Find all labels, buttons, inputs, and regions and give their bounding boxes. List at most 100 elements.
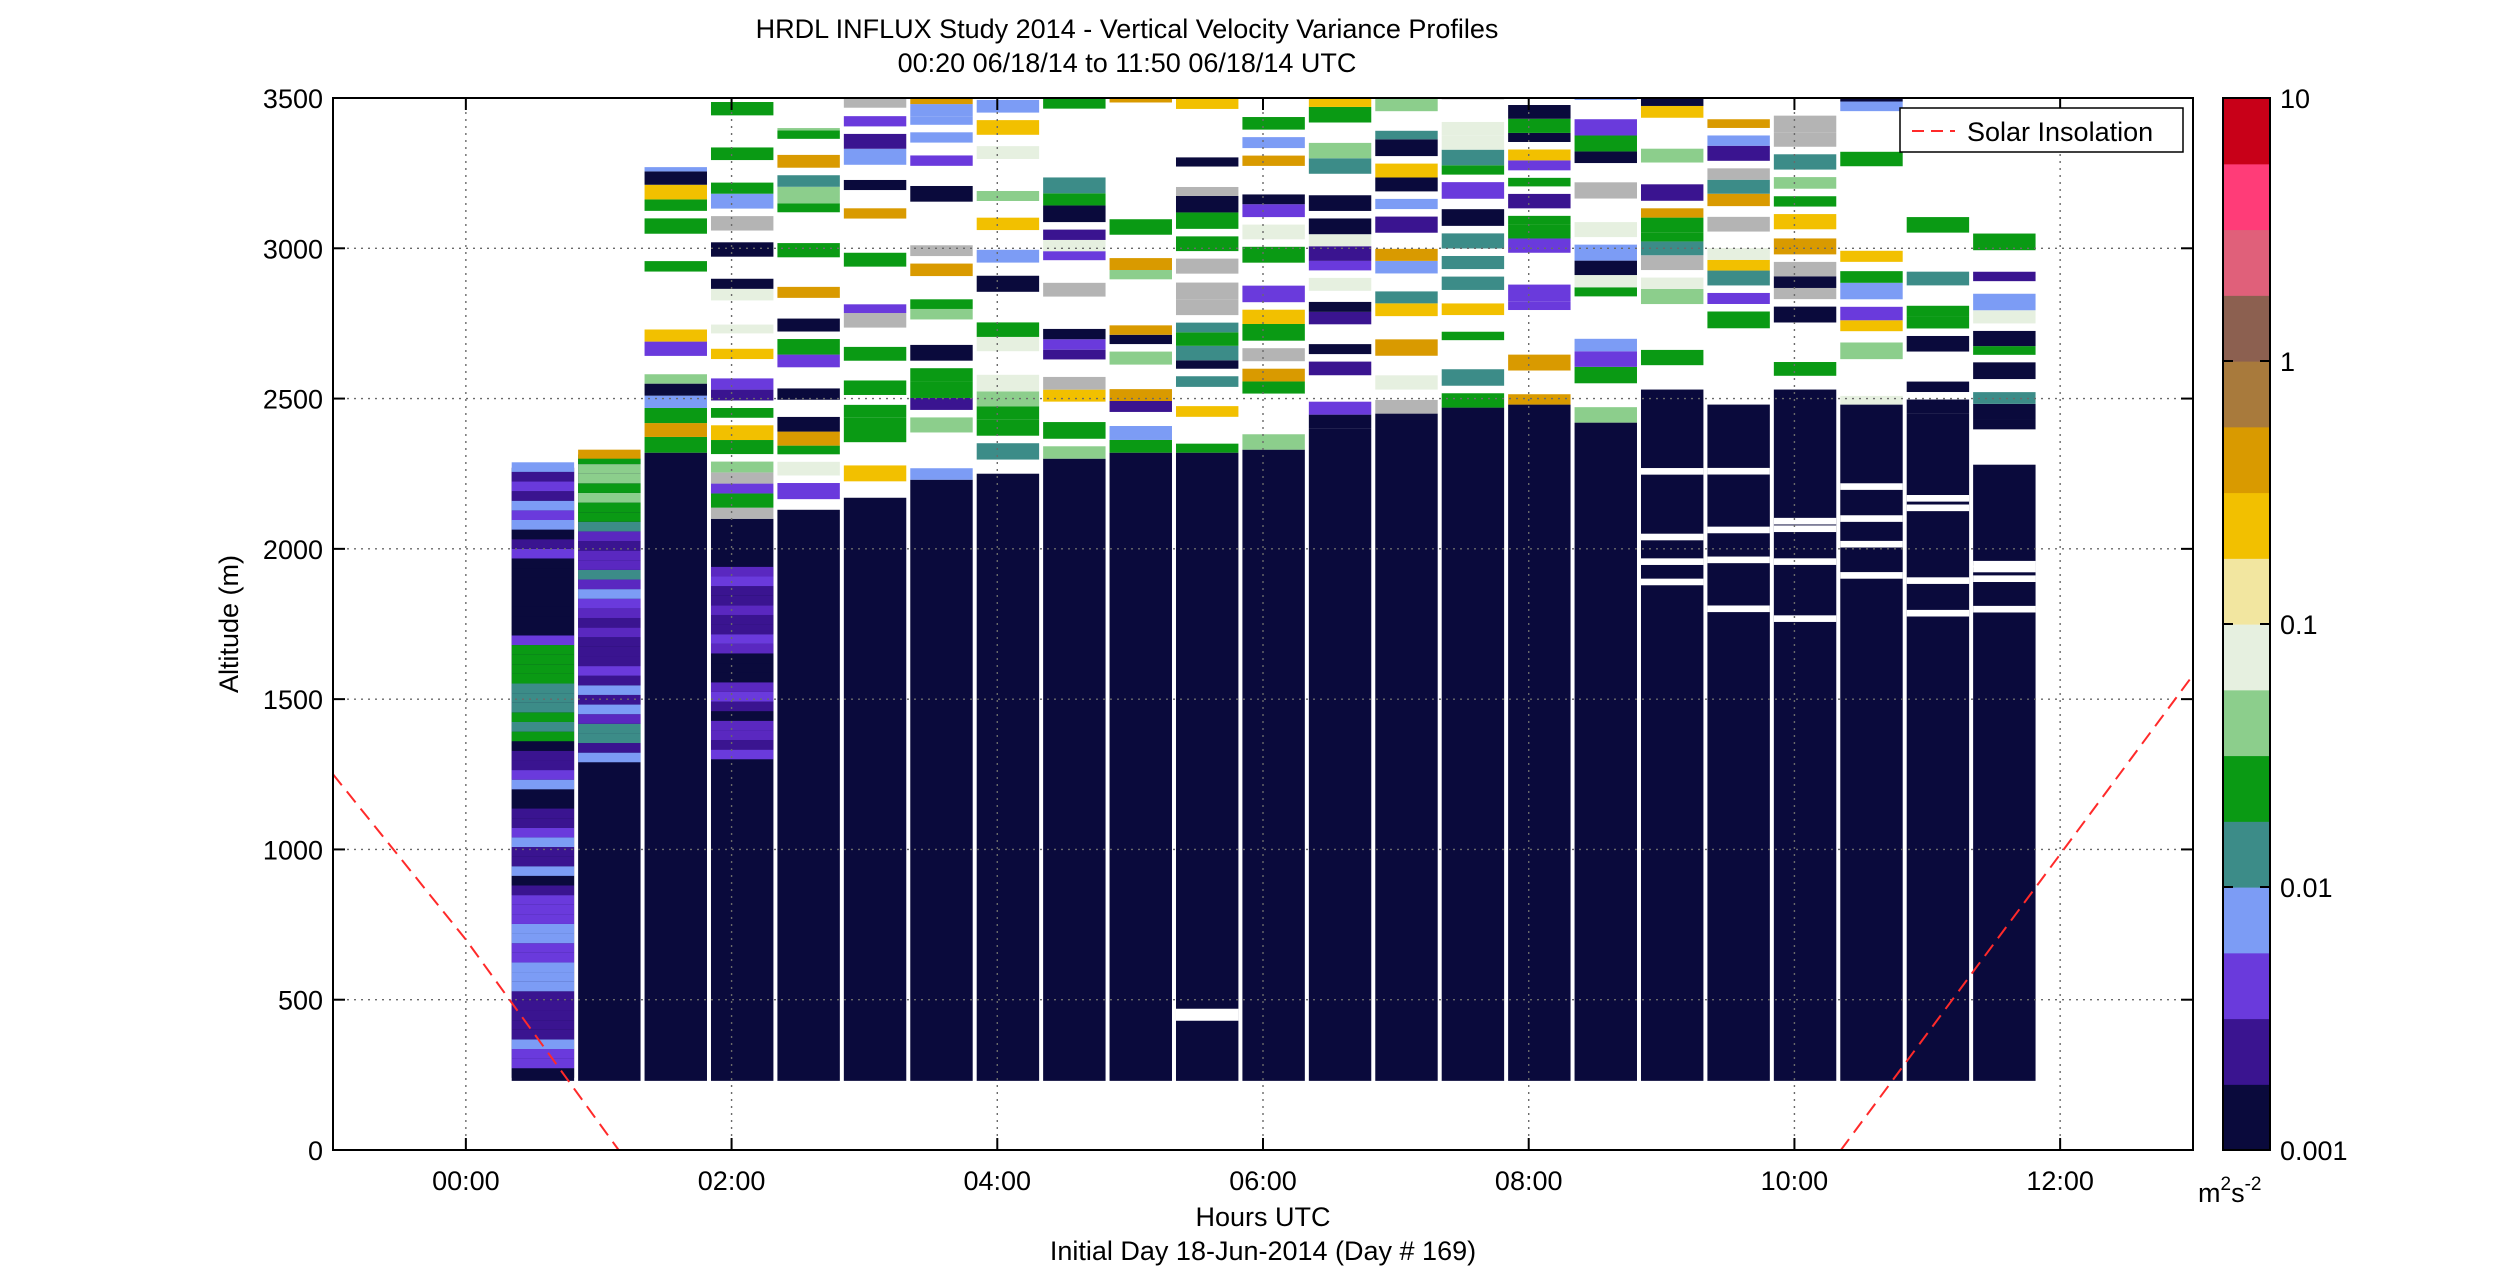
variance-cell (1707, 248, 1770, 260)
chart-subtitle: 00:20 06/18/14 to 11:50 06/18/14 UTC (898, 48, 1357, 78)
variance-cell (843, 179, 907, 191)
variance-cell (1707, 119, 1770, 128)
missing-cell (1840, 572, 1903, 579)
profile-column (1308, 428, 1372, 1081)
colorbar-segment (2223, 130, 2270, 148)
variance-cell (910, 344, 973, 361)
variance-cell (644, 395, 707, 408)
variance-cell (511, 866, 575, 876)
variance-cell (1441, 331, 1505, 341)
colorbar-segment (2223, 821, 2270, 839)
variance-cell (1906, 335, 1970, 352)
variance-cell (1707, 292, 1770, 304)
variance-cell (1840, 320, 1903, 332)
variance-cell (1043, 349, 1106, 360)
x-tick-label: 10:00 (1761, 1166, 1829, 1196)
variance-cell (511, 654, 575, 665)
variance-cell (578, 541, 641, 551)
missing-cell (1906, 609, 1970, 617)
variance-cell (976, 249, 1040, 263)
variance-cell (644, 407, 707, 424)
variance-cell (777, 388, 840, 400)
colorbar-segment (2223, 804, 2270, 822)
variance-cell (1973, 362, 2036, 380)
x-tick-label: 12:00 (2026, 1166, 2094, 1196)
variance-cell (511, 856, 575, 867)
colorbar-segment (2223, 295, 2270, 313)
variance-cell (511, 895, 575, 905)
colorbar-segment (2223, 98, 2270, 116)
colorbar-segment (2223, 1018, 2270, 1036)
variance-cell (511, 1010, 575, 1021)
variance-cell (511, 779, 575, 790)
variance-cell (1906, 381, 1970, 393)
variance-cell (1175, 360, 1239, 369)
variance-cell (777, 154, 840, 168)
variance-cell (1508, 193, 1571, 209)
variance-cell (1242, 381, 1305, 394)
colorbar-segment (2223, 114, 2270, 132)
legend: Solar Insolation (1899, 107, 2184, 153)
variance-cell (1574, 182, 1637, 199)
x-tick-label: 06:00 (1229, 1166, 1297, 1196)
colorbar-segment (2223, 673, 2270, 691)
variance-cell (910, 417, 973, 433)
profile-column (1773, 389, 1837, 1081)
variance-cell (1308, 344, 1372, 355)
variance-cell (1308, 277, 1372, 291)
variance-cell (710, 740, 774, 750)
colorbar-segment (2223, 854, 2270, 872)
variance-cell (578, 608, 641, 618)
variance-cell (511, 808, 575, 819)
missing-cell (1773, 615, 1837, 622)
variance-cell (511, 914, 575, 924)
variance-cell (710, 507, 774, 519)
variance-cell (1375, 399, 1438, 414)
variance-cell (511, 616, 575, 626)
variance-cell (1109, 269, 1172, 280)
profile-column (777, 509, 840, 1081)
colorbar-segment (2223, 739, 2270, 757)
colorbar-segment (2223, 1100, 2270, 1118)
variance-cell (1773, 306, 1837, 323)
variance-cell (1973, 403, 2036, 420)
variance-cell (1043, 328, 1106, 340)
y-tick-label: 2500 (263, 385, 323, 415)
colorbar-segment (2223, 903, 2270, 921)
variance-cell (1574, 260, 1637, 276)
colorbar-segment (2223, 1084, 2270, 1102)
missing-cell (1773, 517, 1837, 525)
variance-cell (777, 445, 840, 455)
variance-cell (1375, 303, 1438, 317)
variance-cell (710, 566, 774, 577)
missing-cell (1640, 533, 1704, 541)
variance-cell (1574, 351, 1637, 367)
variance-cell (910, 381, 973, 398)
variance-cell (1375, 339, 1438, 356)
variance-cell (976, 275, 1040, 292)
variance-cell (1242, 368, 1305, 382)
variance-cell (1375, 248, 1438, 261)
variance-cell (710, 193, 774, 209)
colorbar-segment (2223, 755, 2270, 773)
variance-cell (1175, 186, 1239, 196)
variance-cell (1640, 277, 1704, 289)
variance-cell (511, 702, 575, 713)
variance-cell (1973, 310, 2036, 324)
variance-cell (1043, 98, 1106, 109)
variance-cell (1906, 305, 1970, 317)
variance-cell (644, 218, 707, 234)
variance-cell (511, 875, 575, 886)
colorbar-segment (2223, 377, 2270, 395)
legend-label-solar: Solar Insolation (1967, 117, 2153, 147)
variance-cell (1574, 244, 1637, 261)
variance-cell (1640, 255, 1704, 271)
variance-cell (511, 693, 575, 703)
variance-cell (1707, 145, 1770, 161)
variance-cell (511, 568, 575, 578)
variance-cell (1441, 209, 1505, 226)
variance-cell (578, 473, 641, 484)
y-tick-label: 1000 (263, 835, 323, 865)
variance-cell (511, 827, 575, 838)
colorbar-ticks: 10 1 0.1 0.01 0.001 (2223, 84, 2348, 1166)
